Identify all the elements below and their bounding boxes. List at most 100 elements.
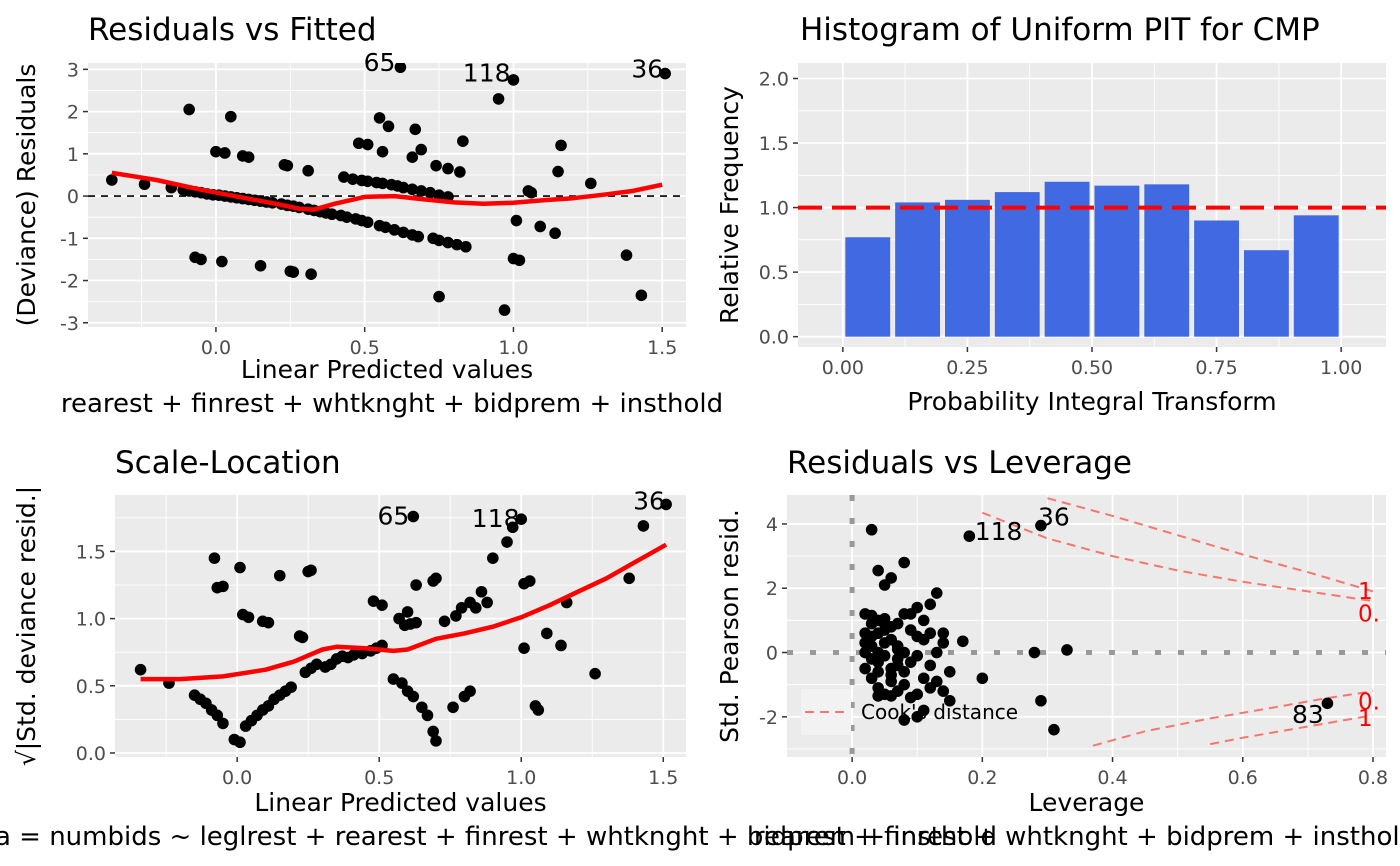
data-point bbox=[438, 615, 451, 628]
data-point bbox=[898, 678, 910, 691]
data-point bbox=[388, 224, 401, 236]
x-tick-label: 0.00 bbox=[822, 357, 864, 379]
data-point bbox=[872, 690, 884, 702]
x-tick-label: 0.8 bbox=[1358, 767, 1388, 789]
legend-label: Cook's distance bbox=[861, 700, 1018, 724]
panel-residuals-vs-fitted: 0.0 0.5 1.0 1.5 -3 -2 -1 0 1 2 3 65 118 36 Residuals v… bbox=[12, 12, 686, 384]
chart-title: Histogram of Uniform PIT for CMP bbox=[800, 12, 1320, 48]
histogram-bar bbox=[845, 237, 891, 337]
histogram-bar bbox=[945, 199, 990, 337]
data-point bbox=[296, 631, 309, 644]
data-point bbox=[217, 717, 229, 730]
data-point bbox=[407, 690, 420, 703]
data-point bbox=[410, 616, 422, 629]
histogram-bar bbox=[1044, 181, 1090, 337]
data-point bbox=[475, 585, 488, 598]
x-tick-label: 1.00 bbox=[1320, 357, 1362, 379]
data-point bbox=[305, 268, 317, 281]
histogram-bar bbox=[1194, 220, 1239, 337]
contour-label: 0. bbox=[1358, 690, 1380, 716]
x-tick-label: 0.6 bbox=[1228, 767, 1258, 789]
data-point bbox=[555, 639, 567, 652]
data-point bbox=[302, 164, 314, 177]
data-point bbox=[865, 653, 878, 665]
data-point bbox=[234, 736, 246, 749]
data-point bbox=[450, 610, 462, 622]
data-point bbox=[376, 177, 389, 190]
cooks-distance-contour bbox=[1047, 497, 1374, 593]
data-point bbox=[195, 253, 207, 266]
data-point bbox=[234, 561, 246, 574]
data-point bbox=[898, 608, 910, 620]
data-point bbox=[911, 649, 924, 662]
data-point bbox=[242, 611, 255, 624]
data-point bbox=[885, 690, 897, 702]
data-point bbox=[208, 552, 221, 564]
data-point bbox=[878, 649, 891, 662]
data-point bbox=[427, 725, 439, 738]
data-point bbox=[361, 216, 374, 229]
data-point bbox=[1035, 519, 1047, 532]
data-point bbox=[382, 120, 395, 133]
data-point bbox=[341, 211, 353, 223]
data-point bbox=[917, 672, 930, 685]
panel-pit-histogram: 0.00 0.25 0.50 0.75 1.00 0.0 0.5 1.0 1.5 2.0 Histo… bbox=[715, 12, 1386, 416]
data-point bbox=[138, 178, 151, 191]
x-tick-label: 0.0 bbox=[837, 767, 867, 789]
data-point bbox=[410, 579, 422, 591]
data-point bbox=[501, 536, 513, 548]
data-point bbox=[924, 682, 937, 694]
data-point bbox=[865, 523, 878, 536]
data-point bbox=[885, 572, 897, 584]
data-point bbox=[943, 694, 956, 707]
chart-title: Residuals vs Fitted bbox=[88, 12, 377, 48]
data-point bbox=[878, 617, 891, 630]
data-point bbox=[305, 564, 317, 577]
data-point bbox=[464, 685, 476, 697]
y-tick-label: 4 bbox=[766, 514, 778, 536]
data-point bbox=[442, 236, 454, 249]
data-point bbox=[460, 240, 472, 253]
point-label: 36 bbox=[633, 487, 665, 516]
caption-bottom-left: glm.cmp(formula = numbids ~ leglrest + r… bbox=[0, 822, 997, 852]
data-point bbox=[492, 93, 505, 105]
data-point bbox=[924, 627, 937, 640]
data-point bbox=[216, 255, 228, 268]
cooks-distance-contour bbox=[1210, 714, 1374, 746]
data-point bbox=[217, 580, 229, 593]
x-axis-label: Linear Predicted values bbox=[254, 788, 546, 817]
y-tick-label: 1.0 bbox=[759, 198, 789, 220]
data-point bbox=[430, 735, 442, 747]
data-point bbox=[211, 709, 224, 722]
data-point bbox=[943, 666, 956, 678]
data-point bbox=[872, 666, 884, 678]
data-point bbox=[455, 602, 468, 614]
caption-bottom-right: rearest + finrest + whtknght + bidprem +… bbox=[754, 822, 1400, 852]
data-point bbox=[361, 175, 374, 188]
y-tick-label: 1 bbox=[67, 144, 79, 166]
data-point bbox=[481, 596, 493, 609]
data-point bbox=[319, 661, 332, 673]
data-point bbox=[254, 259, 267, 272]
data-point bbox=[447, 701, 459, 714]
data-point bbox=[623, 572, 635, 585]
y-tick-label: 2.0 bbox=[759, 68, 789, 90]
data-point bbox=[433, 189, 445, 202]
data-point bbox=[659, 67, 671, 80]
data-point bbox=[506, 521, 519, 534]
data-point bbox=[415, 143, 428, 156]
point-label: 118 bbox=[472, 504, 520, 533]
histogram-bar bbox=[1243, 250, 1289, 337]
x-tick-label: 0.5 bbox=[350, 337, 380, 359]
data-point bbox=[930, 587, 943, 599]
data-point bbox=[1321, 697, 1334, 710]
data-point bbox=[397, 181, 410, 194]
chart-title: Residuals vs Leverage bbox=[787, 445, 1132, 481]
plot-area bbox=[134, 498, 672, 749]
data-point bbox=[891, 643, 904, 656]
y-tick-label: -2 bbox=[759, 707, 778, 729]
histogram-bar bbox=[1293, 215, 1339, 337]
data-point bbox=[525, 186, 538, 199]
